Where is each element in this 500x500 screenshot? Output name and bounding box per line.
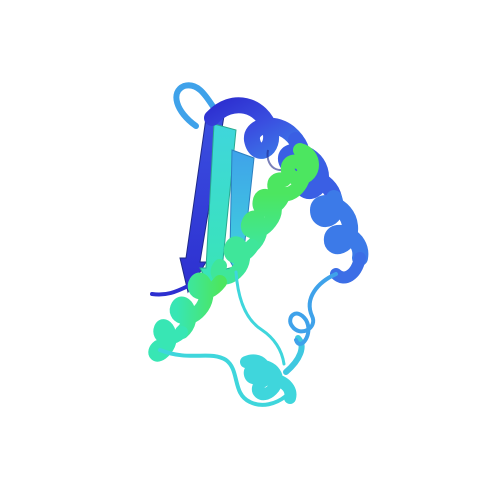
loop-right	[288, 272, 338, 346]
terminal-tail	[150, 284, 190, 297]
loop-middle	[234, 270, 286, 366]
alpha-helix-bottom	[240, 335, 305, 404]
loop-bottom	[158, 348, 288, 407]
alpha-helix-lower-left	[148, 272, 227, 362]
hairpin-loop	[173, 82, 217, 129]
